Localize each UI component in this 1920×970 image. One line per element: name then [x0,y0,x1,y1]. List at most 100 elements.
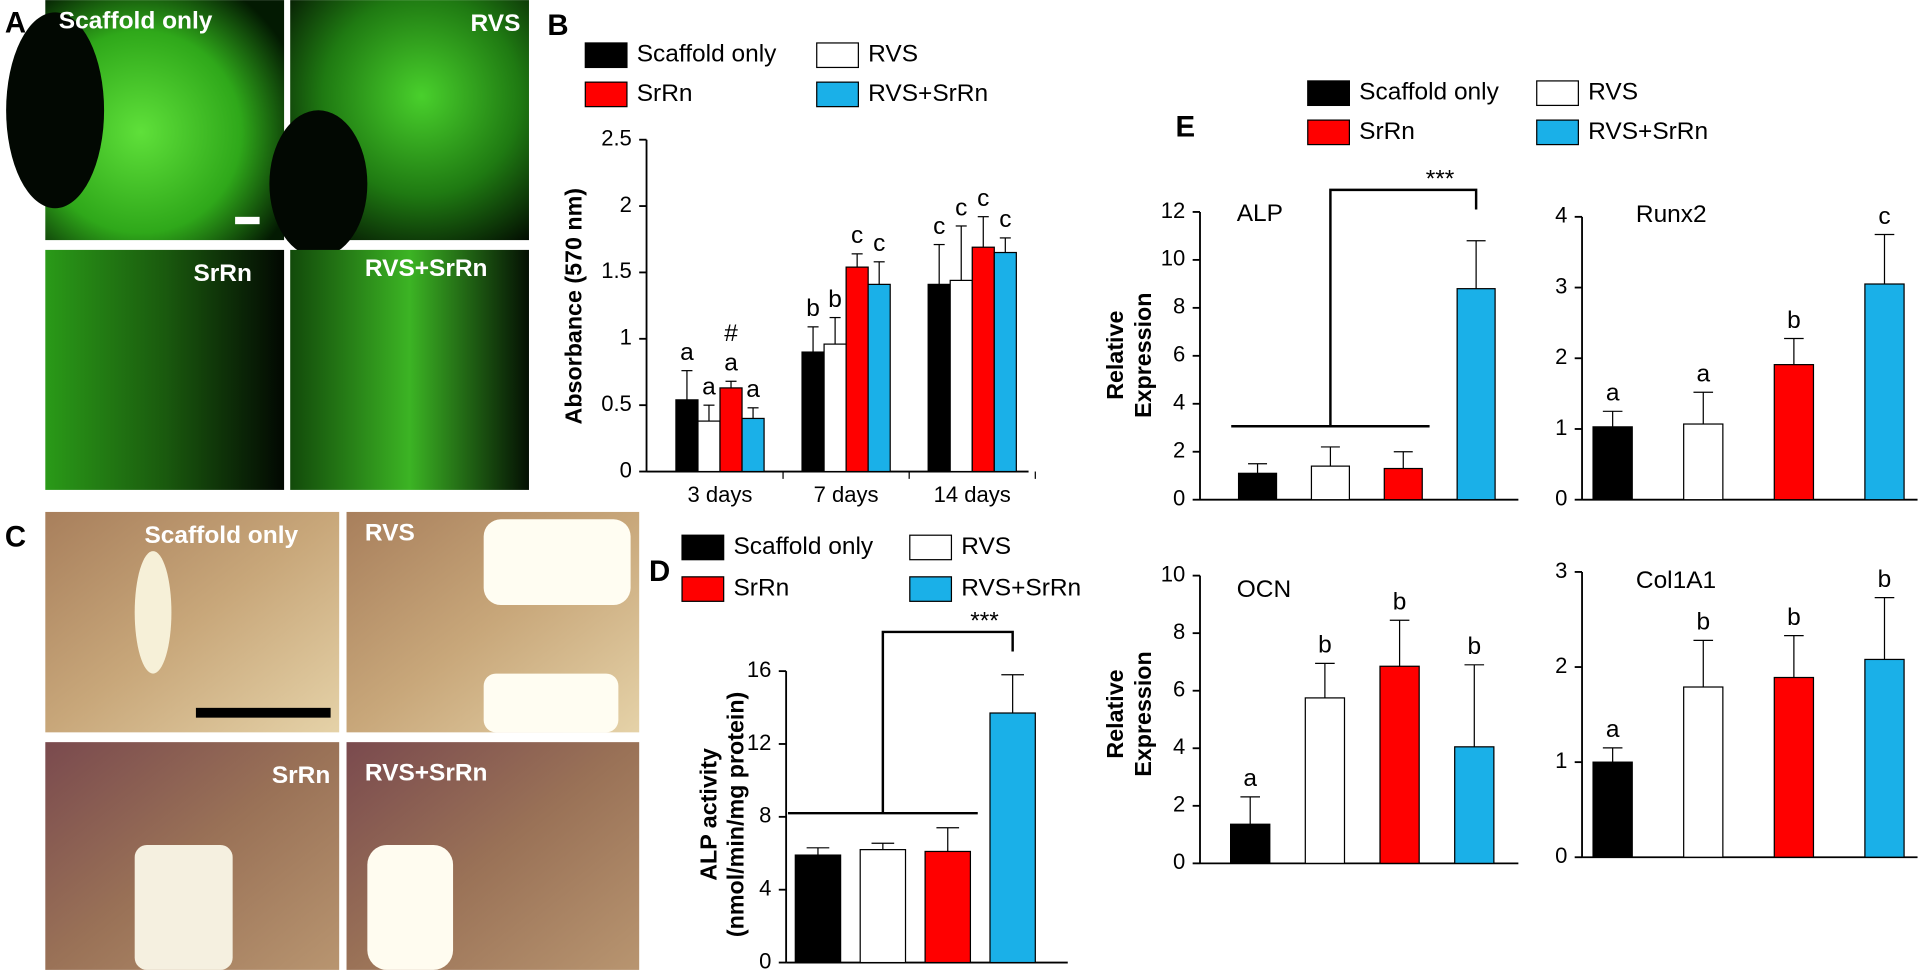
significance-stars: *** [970,608,999,635]
bar [1304,697,1346,864]
significance-label: c [873,230,885,257]
image [290,249,529,490]
y-tick-label: 10 [1161,561,1186,586]
bar [949,279,973,473]
y-tick-label: 4 [1173,734,1185,759]
legend-label: SrRn [1359,118,1415,145]
legend-swatch [681,534,725,561]
y-tick-label: 2 [620,192,632,217]
image-label: RVS [365,519,415,546]
chart-title: OCN [1237,576,1291,603]
scale-bar [195,707,331,718]
x-tick-label: 3 days [688,482,753,507]
y-tick-label: 12 [747,730,772,755]
image-highlight [367,845,454,970]
significance-label: b [1393,589,1407,616]
bar [924,850,972,964]
significance-bracket [1231,188,1478,428]
y-tick-label: 8 [759,803,771,828]
bar [1454,746,1495,864]
y-axis-label: Expression [1130,293,1156,418]
y-axis-label: Relative [1102,669,1128,758]
bar [1237,472,1278,501]
significance-label: c [955,194,967,221]
legend-label: RVS [961,533,1011,560]
bar [859,849,907,964]
image-pore [6,12,105,209]
panel-a-images: Scaffold only RVS SrRn RVS+SrRn [6,0,529,490]
y-tick-label: 2 [1555,344,1567,369]
image-label: Scaffold only [144,522,298,549]
legend-swatch [1536,119,1579,146]
legend-swatch [584,81,628,108]
bar [1864,658,1905,858]
image-highlight [483,519,631,605]
legend-label: Scaffold only [637,41,777,68]
bar [867,283,891,473]
legend-label: Scaffold only [1359,79,1499,106]
significance-label: a [1606,380,1620,407]
bar [1773,676,1815,858]
panel-letter: C [5,521,26,554]
y-tick-label: 0 [1555,486,1567,511]
y-tick-label: 16 [747,657,772,682]
significance-label: a [680,339,694,366]
legend-swatch [816,81,859,108]
y-tick-label: 0 [1173,486,1185,511]
legend-label: SrRn [733,575,789,602]
significance-label: b [1467,633,1481,660]
image-label: RVS [471,10,521,37]
x-tick-label: 14 days [934,482,1011,507]
significance-label: a [702,373,716,400]
bar [1592,761,1633,858]
panel-letter: E [1176,110,1196,143]
bar [1456,288,1496,501]
y-tick-label: 0 [620,457,632,482]
y-tick-label: 10 [1161,246,1186,271]
bar [801,351,825,473]
y-axis-label: (nmol/min/mg protein) [722,692,748,937]
image-label: SrRn [272,762,330,789]
panel-c-images: Scaffold only RVS SrRn RVS+SrRn [45,511,640,970]
significance-label: c [933,213,945,240]
y-tick-label: 3 [1555,558,1567,583]
legend-label: SrRn [637,80,693,107]
significance-mark: # [724,320,738,347]
significance-label: c [999,206,1011,233]
y-axis-label: ALP activity [695,748,721,881]
y-tick-label: 2 [1173,792,1185,817]
legend-swatch [1307,119,1350,146]
legend-swatch [681,576,725,602]
y-tick-label: 2 [1555,653,1567,678]
y-tick-label: 1 [1555,415,1567,440]
bar [1230,823,1271,864]
bar [697,420,721,473]
y-axis-label: Relative [1102,311,1128,400]
significance-label: b [1787,604,1801,631]
significance-label: b [1787,307,1801,334]
y-tick-label: 4 [1173,390,1185,415]
bar [989,712,1036,964]
bar [971,246,995,473]
significance-stars: *** [1426,166,1455,193]
bar [1864,283,1905,501]
image [45,249,285,490]
legend-swatch [584,42,628,69]
significance-label: a [724,350,738,377]
y-tick-label: 3 [1555,273,1567,298]
y-tick-label: 1 [620,325,632,350]
bar [927,283,951,473]
y-tick-label: 1.5 [601,258,632,283]
scale-bar [235,216,260,225]
y-tick-label: 4 [759,876,771,901]
significance-label: b [1696,609,1710,636]
bar [675,399,699,473]
y-axis-label: Absorbance (570 nm) [561,188,587,424]
significance-label: c [977,185,989,212]
chart-title: ALP [1237,200,1283,227]
bar [1379,665,1420,864]
panel-letter: A [5,6,26,39]
legend-swatch [909,576,953,602]
